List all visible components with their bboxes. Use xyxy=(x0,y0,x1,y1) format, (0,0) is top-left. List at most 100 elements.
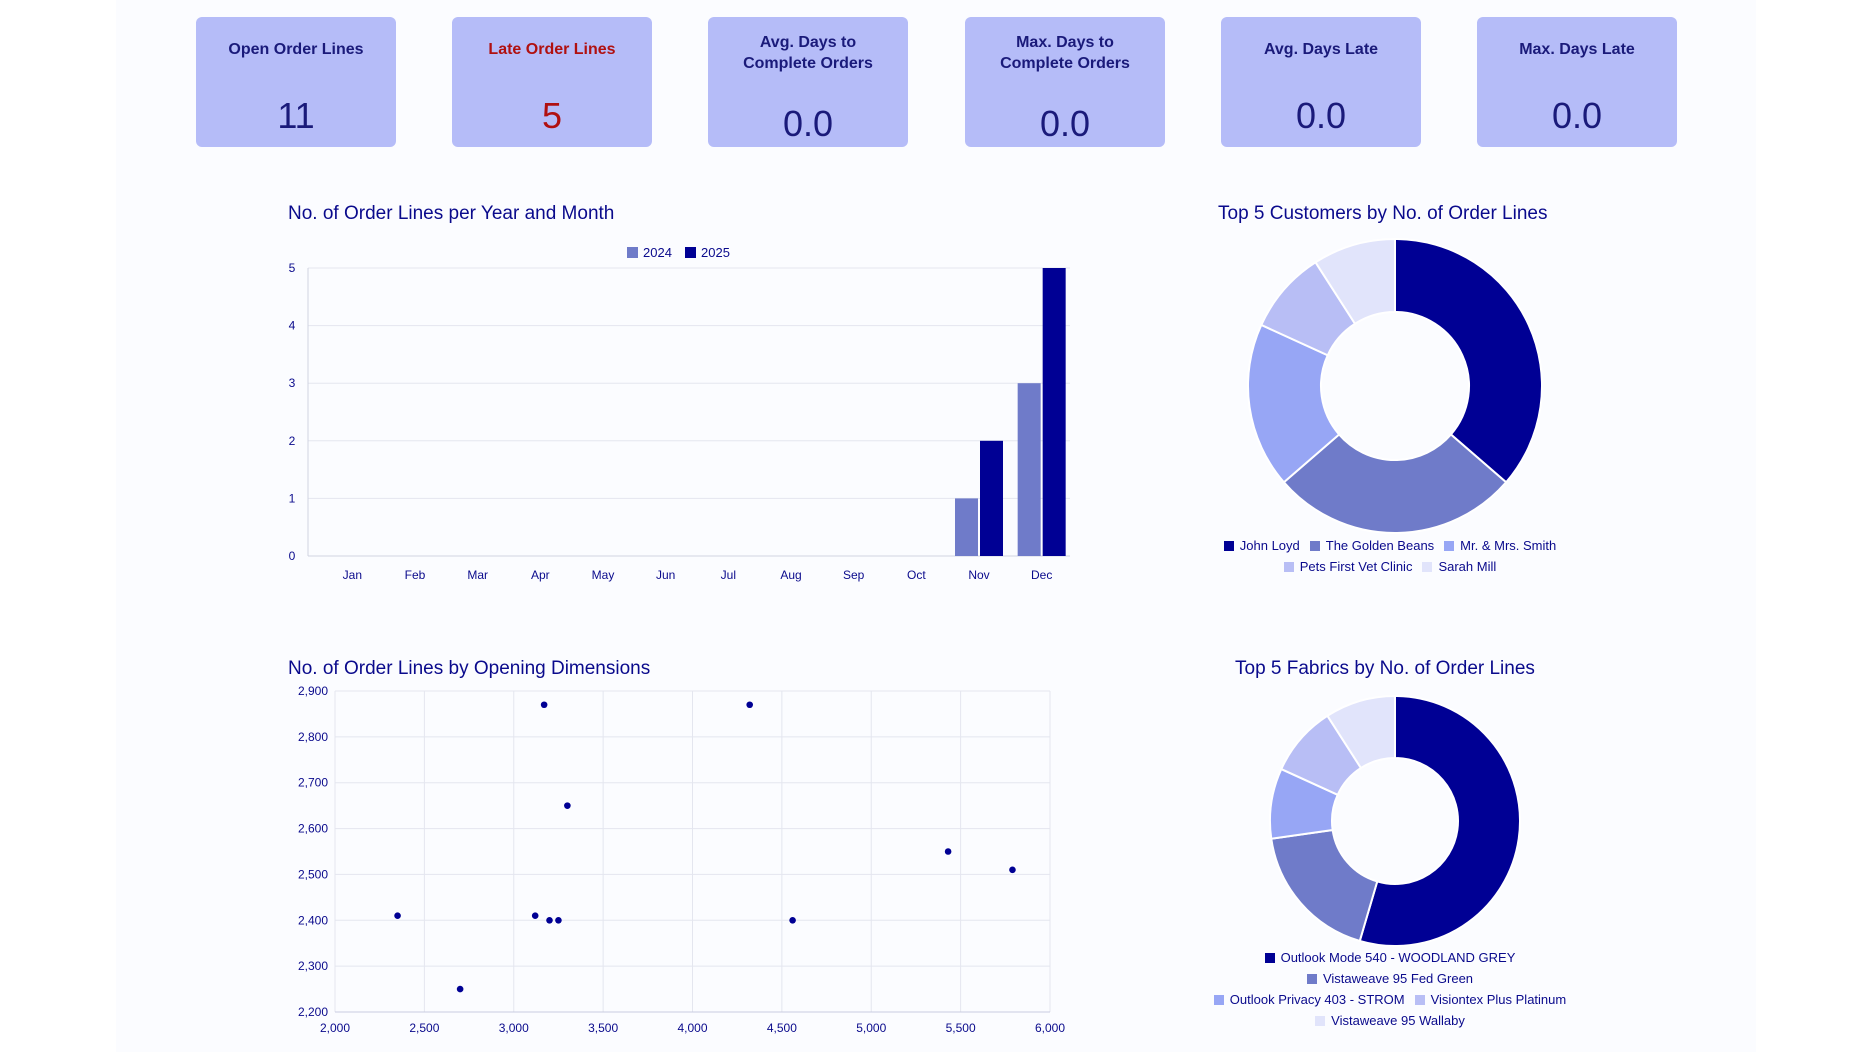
kpi-late-order-lines: Late Order Lines 5 xyxy=(452,17,652,147)
y-tick-label: 3 xyxy=(289,376,296,390)
legend-label: John Loyd xyxy=(1239,538,1300,553)
y-tick-label: 4 xyxy=(289,319,296,333)
y-tick-label: 1 xyxy=(289,491,296,505)
donut-slice xyxy=(1270,828,1379,943)
kpi-label: Avg. Days Late xyxy=(1263,41,1379,58)
x-tick-label: Jan xyxy=(343,568,362,582)
y-tick-label: 2,900 xyxy=(298,684,328,698)
legend-label: 2025 xyxy=(701,245,730,260)
donut-slice xyxy=(1282,433,1508,534)
donut-slice xyxy=(1394,237,1543,484)
kpi-value: 0.0 xyxy=(1039,103,1091,144)
scatter-point xyxy=(564,802,571,809)
legend-label: The Golden Beans xyxy=(1325,538,1435,553)
customers-legend: John Loyd The Golden Beans Mr. & Mrs. Smit… xyxy=(1150,538,1630,580)
legend-swatch xyxy=(1422,562,1433,572)
legend-item: Outlook Privacy 403 - STROM xyxy=(1213,992,1405,1007)
legend-label: Vistaweave 95 Wallaby xyxy=(1331,1013,1465,1028)
bar xyxy=(955,498,978,556)
kpi-value: 5 xyxy=(541,95,563,136)
legend-label: 2024 xyxy=(643,245,672,260)
legend-label: Mr. & Mrs. Smith xyxy=(1460,538,1557,553)
y-tick-label: 2,800 xyxy=(298,730,328,744)
scatter-point xyxy=(944,848,952,855)
kpi-label: Open Order Lines xyxy=(228,41,364,58)
legend-row: Outlook Mode 540 - WOODLAND GREY xyxy=(1150,950,1630,965)
legend-label: Pets First Vet Clinic xyxy=(1299,559,1413,574)
kpi-label: Max. Days to Complete Orders xyxy=(1000,34,1130,72)
donut-slice xyxy=(1326,694,1396,770)
scatter-chart: 2,200 2,300 2,400 2,500 2,600 2,700 2,800 2,900… xyxy=(298,684,1065,1035)
x-tick-label: Feb xyxy=(405,568,426,582)
kpi-value: 11 xyxy=(277,95,315,136)
y-tick-label: 2,600 xyxy=(298,822,328,836)
legend-item: Vistaweave 95 Wallaby xyxy=(1315,1013,1465,1028)
legend-swatch xyxy=(1213,995,1224,1005)
bar-chart: 2024 2025 0 1 2 3 4 5 Jan Feb Mar Apr May Jun Jul Aug Se… xyxy=(289,245,1070,582)
scatter-point xyxy=(1009,866,1016,874)
kpi-label: Late Order Lines xyxy=(488,41,616,58)
bar xyxy=(1017,383,1041,556)
scatter-point xyxy=(540,701,548,709)
legend-item: Visiontex Plus Platinum xyxy=(1414,992,1567,1007)
donut-slice xyxy=(1314,237,1396,326)
x-tick-label: Aug xyxy=(780,568,801,582)
kpi-max-days-late: Max. Days Late 0.0 xyxy=(1477,17,1677,147)
scatter-point xyxy=(394,912,401,919)
legend-swatch xyxy=(1309,541,1320,551)
scatter-point xyxy=(789,916,796,924)
scatter-point xyxy=(456,985,464,993)
fabrics-chart-title: Top 5 Fabrics by No. of Order Lines xyxy=(1235,658,1535,679)
legend-row: Outlook Privacy 403 - STROM Visiontex Plu… xyxy=(1150,992,1630,1007)
scatter-chart-title: No. of Order Lines by Opening Dimensions xyxy=(288,658,651,679)
x-tick-label: Apr xyxy=(531,568,550,582)
legend-item: Outlook Mode 540 - WOODLAND GREY xyxy=(1264,950,1516,965)
kpi-label: Max. Days Late xyxy=(1519,41,1635,58)
kpi-value: 0.0 xyxy=(1551,95,1603,136)
x-tick-label: Nov xyxy=(968,568,989,582)
x-tick-label: 5,000 xyxy=(856,1021,886,1035)
legend-swatch xyxy=(685,247,696,258)
legend-label: Outlook Privacy 403 - STROM xyxy=(1229,992,1405,1007)
x-tick-label: 3,500 xyxy=(588,1021,618,1035)
scatter-point xyxy=(555,916,562,924)
legend-label: Vistaweave 95 Fed Green xyxy=(1322,971,1474,986)
y-tick-label: 2 xyxy=(289,434,296,448)
x-tick-label: 4,500 xyxy=(767,1021,797,1035)
x-tick-label: Jun xyxy=(656,568,675,582)
scatter-point xyxy=(746,701,753,709)
x-tick-label: Mar xyxy=(467,568,488,582)
x-tick-label: Dec xyxy=(1031,568,1052,582)
y-tick-label: 2,200 xyxy=(298,1005,328,1019)
legend-swatch xyxy=(1315,1016,1326,1026)
bar-chart-title: No. of Order Lines per Year and Month xyxy=(288,203,615,224)
legend-label: Outlook Mode 540 - WOODLAND GREY xyxy=(1280,950,1516,965)
customers-chart-title: Top 5 Customers by No. of Order Lines xyxy=(1218,203,1548,224)
legend-item: Vistaweave 95 Fed Green xyxy=(1306,971,1474,986)
legend-row: John Loyd The Golden Beans Mr. & Mrs. Smit… xyxy=(1150,538,1630,553)
x-tick-label: Sep xyxy=(843,568,865,582)
kpi-max-days-to-complete: Max. Days to Complete Orders 0.0 xyxy=(965,17,1165,147)
y-tick-label: 2,500 xyxy=(298,867,328,881)
legend-swatch xyxy=(1223,541,1234,551)
legend-swatch xyxy=(1414,995,1425,1005)
x-tick-label: 4,000 xyxy=(677,1021,707,1035)
customers-donut-chart xyxy=(1247,237,1543,534)
kpi-value: 0.0 xyxy=(782,103,834,144)
y-tick-label: 2,300 xyxy=(298,959,328,973)
kpi-avg-days-to-complete: Avg. Days to Complete Orders 0.0 xyxy=(708,17,908,147)
x-tick-label: 5,500 xyxy=(946,1021,976,1035)
legend-swatch xyxy=(1264,953,1275,963)
x-tick-label: 2,000 xyxy=(320,1021,350,1035)
kpi-open-order-lines: Open Order Lines 11 xyxy=(196,17,396,147)
donut-slice xyxy=(1247,323,1341,484)
y-tick-label: 0 xyxy=(289,549,296,563)
kpi-avg-days-late: Avg. Days Late 0.0 xyxy=(1221,17,1421,147)
legend-label: Visiontex Plus Platinum xyxy=(1430,992,1567,1007)
y-tick-label: 2,700 xyxy=(298,776,328,790)
y-tick-label: 5 xyxy=(289,261,296,275)
x-tick-label: Oct xyxy=(907,568,926,582)
donut-slice xyxy=(1358,694,1521,947)
legend-swatch xyxy=(627,247,638,258)
legend-row: Pets First Vet Clinic Sarah Mill xyxy=(1150,559,1630,574)
